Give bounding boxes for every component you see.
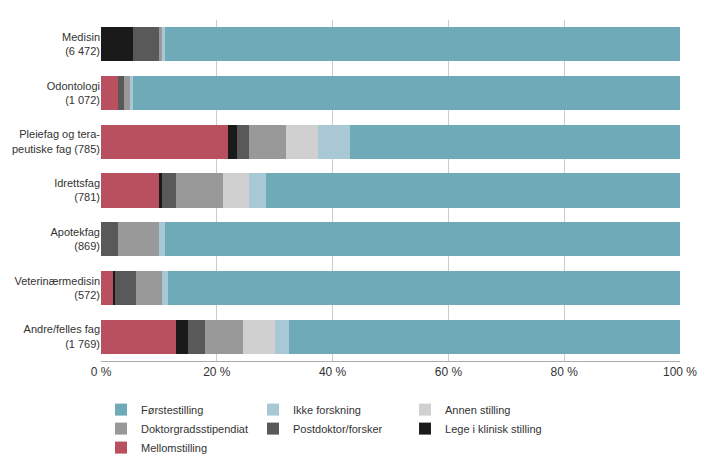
svg-text:Odontologi(1 072): Odontologi(1 072) [47,80,100,106]
svg-text:Annen stilling: Annen stilling [445,404,510,416]
svg-text:Medisin(6 472): Medisin(6 472) [62,31,100,57]
svg-text:40 %: 40 % [319,365,347,379]
svg-text:Apotekfag(869): Apotekfag(869) [50,226,100,252]
svg-text:Pleiefag og tera-peutiske fag: Pleiefag og tera-peutiske fag (785) [12,128,100,154]
svg-text:Idrettsfag(781): Idrettsfag(781) [54,177,100,203]
svg-text:Andre/felles fag(1 769): Andre/felles fag(1 769) [24,323,100,349]
svg-text:Veterinærmedisin(572): Veterinærmedisin(572) [14,275,100,301]
svg-text:60 %: 60 % [435,365,463,379]
svg-text:Ikke forskning: Ikke forskning [293,404,361,416]
svg-text:0 %: 0 % [91,365,112,379]
svg-text:80 %: 80 % [551,365,579,379]
svg-text:Doktorgradsstipendiat: Doktorgradsstipendiat [141,423,248,435]
svg-text:Lege i klinisk stilling: Lege i klinisk stilling [445,423,542,435]
svg-text:100 %: 100 % [663,365,697,379]
svg-text:Førstestilling: Førstestilling [141,404,203,416]
svg-text:Mellomstilling: Mellomstilling [141,442,207,454]
svg-text:20 %: 20 % [203,365,231,379]
svg-text:Postdoktor/forsker: Postdoktor/forsker [293,423,383,435]
